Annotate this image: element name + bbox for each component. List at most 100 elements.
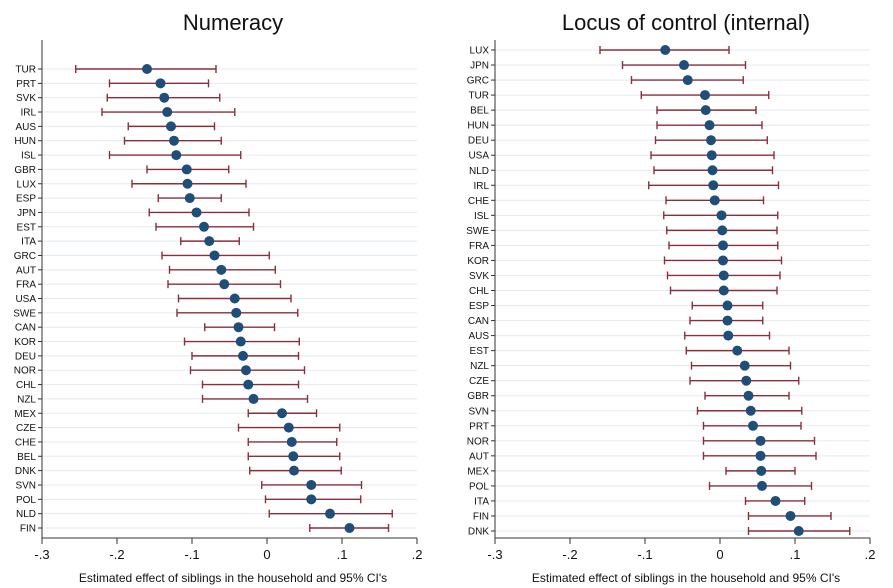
- estimate-point: [169, 135, 179, 146]
- estimate-point: [755, 450, 766, 461]
- category-label: ISL: [474, 211, 489, 222]
- x-tick-label: -.2: [109, 547, 124, 562]
- category-label: NZL: [470, 361, 489, 372]
- x-axis-label: Estimated effect of siblings in the hous…: [532, 571, 840, 585]
- estimate-point: [248, 393, 259, 404]
- category-label: USA: [468, 151, 489, 162]
- estimate-point: [793, 526, 804, 536]
- category-label: HUN: [467, 121, 489, 132]
- category-label: EST: [17, 222, 36, 233]
- category-label: CZE: [469, 376, 489, 387]
- category-label: DEU: [15, 351, 36, 362]
- category-label: JPN: [470, 61, 489, 72]
- estimate-point: [718, 285, 729, 296]
- estimate-point: [722, 300, 733, 311]
- estimate-point: [286, 436, 297, 447]
- category-label: CHE: [468, 196, 489, 207]
- estimate-point: [717, 225, 728, 236]
- estimate-point: [745, 405, 756, 416]
- estimate-point: [739, 360, 750, 371]
- estimate-point: [755, 435, 766, 446]
- category-label: CHL: [469, 286, 489, 297]
- estimate-point: [700, 105, 711, 116]
- category-label: DEU: [468, 136, 489, 147]
- category-label: NZL: [17, 394, 36, 405]
- x-tick-label: -.1: [637, 547, 652, 562]
- x-tick-label: .1: [790, 547, 801, 562]
- estimate-point: [679, 60, 689, 71]
- category-label: AUS: [15, 122, 36, 133]
- estimate-point: [344, 523, 355, 533]
- category-label: PRT: [469, 421, 489, 432]
- estimate-point: [704, 120, 715, 131]
- category-label: DNK: [15, 466, 36, 477]
- estimate-point: [182, 178, 193, 189]
- estimate-point: [732, 345, 743, 356]
- x-tick-label: .2: [865, 547, 876, 562]
- numeracy-panel: Numeracy Estimated effect of siblings in…: [13, 10, 422, 585]
- category-label: NLD: [469, 166, 489, 177]
- category-label: ITA: [21, 237, 36, 248]
- category-label: JPN: [17, 208, 36, 219]
- estimate-point: [682, 75, 693, 86]
- x-tick-label: .1: [337, 547, 348, 562]
- estimate-point: [204, 236, 215, 247]
- estimate-point: [723, 330, 734, 341]
- category-label: MEX: [467, 466, 489, 477]
- category-label: ITA: [474, 496, 489, 507]
- category-label: ESP: [469, 301, 489, 312]
- estimate-point: [660, 45, 671, 55]
- category-label: SVN: [468, 406, 489, 417]
- estimate-point: [219, 279, 230, 290]
- estimate-point: [233, 322, 244, 333]
- category-label: ISL: [21, 151, 36, 162]
- estimate-point: [209, 250, 220, 261]
- estimate-point: [748, 420, 758, 431]
- estimate-point: [162, 107, 173, 118]
- estimate-point: [757, 480, 767, 491]
- estimate-point: [229, 293, 240, 304]
- category-label: DNK: [468, 527, 489, 538]
- category-label: LUX: [17, 179, 37, 190]
- category-label: SWE: [466, 226, 489, 237]
- category-label: HUN: [14, 136, 36, 147]
- category-label: IRL: [20, 108, 36, 119]
- estimate-point: [181, 164, 192, 175]
- category-label: AUT: [16, 265, 36, 276]
- estimate-point: [288, 451, 299, 462]
- category-label: AUT: [469, 451, 489, 462]
- category-label: BEL: [470, 106, 489, 117]
- estimate-point: [238, 350, 248, 361]
- category-label: EST: [470, 346, 489, 357]
- estimate-point: [709, 195, 720, 206]
- category-label: BEL: [17, 452, 36, 463]
- category-label: ESP: [16, 194, 36, 205]
- category-label: AUS: [468, 331, 489, 342]
- x-tick-label: 0: [716, 547, 723, 562]
- estimate-point: [277, 408, 287, 419]
- estimate-point: [706, 135, 716, 146]
- chart-title: Locus of control (internal): [562, 10, 810, 35]
- category-label: CZE: [16, 423, 36, 434]
- category-label: LUX: [470, 46, 490, 57]
- locus-of-control-panel: Locus of control (internal) Estimated ef…: [466, 10, 875, 585]
- estimate-point: [306, 494, 317, 505]
- category-label: USA: [15, 294, 36, 305]
- category-label: GBR: [467, 391, 489, 402]
- category-label: CHE: [15, 437, 36, 448]
- category-label: POL: [16, 495, 36, 506]
- category-label: SVK: [469, 271, 489, 282]
- x-tick-label: -.3: [487, 547, 502, 562]
- x-tick-label: 0: [263, 547, 270, 562]
- estimate-point: [770, 495, 781, 506]
- estimate-point: [785, 510, 796, 521]
- estimate-point: [718, 240, 728, 251]
- estimate-point: [700, 90, 710, 101]
- category-label: IRL: [473, 181, 489, 192]
- category-label: CHL: [16, 380, 36, 391]
- estimate-point: [283, 422, 294, 433]
- estimate-point: [191, 207, 202, 218]
- category-label: CAN: [15, 323, 36, 334]
- chart-title: Numeracy: [183, 10, 283, 35]
